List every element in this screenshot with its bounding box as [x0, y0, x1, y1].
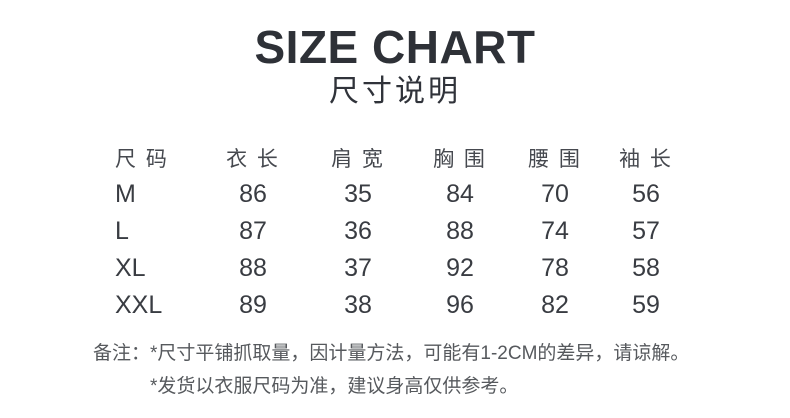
page-subtitle: 尺寸说明 — [329, 75, 461, 108]
column-header-waist: 腰 围 — [528, 147, 582, 171]
note-line-2: *发货以衣服尺码为准，建议身高仅供参考。 — [150, 376, 519, 397]
page-title: SIZE CHART — [254, 21, 536, 73]
value-sleeve-length: 56 — [632, 180, 660, 208]
table-row: L 87 36 88 74 57 — [115, 213, 692, 250]
column-header-shoulder-width: 肩 宽 — [331, 147, 385, 171]
note-line-1: 备注：*尺寸平铺抓取量，因计量方法，可能有1-2CM的差异，请谅解。 — [93, 342, 689, 365]
value-shoulder-width: 38 — [344, 291, 372, 319]
size-label: L — [115, 217, 129, 245]
table-header-row: 尺 码 衣 长 肩 宽 胸 围 腰 围 袖 长 — [115, 139, 692, 176]
table-row: XXL 89 38 96 82 59 — [115, 287, 692, 324]
column-header-sleeve-length: 袖 长 — [619, 147, 673, 171]
value-sleeve-length: 57 — [632, 217, 660, 245]
table-row: M 86 35 84 70 56 — [115, 176, 692, 213]
column-header-bust: 胸 围 — [433, 147, 487, 171]
value-garment-length: 88 — [239, 254, 267, 282]
value-garment-length: 86 — [239, 180, 267, 208]
value-garment-length: 89 — [239, 291, 267, 319]
value-bust: 92 — [446, 254, 474, 282]
value-bust: 88 — [446, 217, 474, 245]
value-shoulder-width: 35 — [344, 180, 372, 208]
size-label: XL — [115, 254, 146, 282]
column-header-garment-length: 衣 长 — [226, 147, 280, 171]
note-label: 备注： — [93, 343, 151, 364]
size-label: XXL — [115, 291, 163, 319]
notes: 备注：*尺寸平铺抓取量，因计量方法，可能有1-2CM的差异，请谅解。 *发货以衣… — [93, 342, 689, 398]
value-bust: 96 — [446, 291, 474, 319]
value-waist: 70 — [541, 180, 569, 208]
column-header-size: 尺 码 — [115, 147, 169, 171]
value-waist: 74 — [541, 217, 569, 245]
size-label: M — [115, 180, 136, 208]
value-sleeve-length: 58 — [632, 254, 660, 282]
value-shoulder-width: 37 — [344, 254, 372, 282]
value-bust: 84 — [446, 180, 474, 208]
size-table: 尺 码 衣 长 肩 宽 胸 围 腰 围 袖 长 M 86 35 84 70 56… — [115, 139, 692, 324]
value-waist: 78 — [541, 254, 569, 282]
value-garment-length: 87 — [239, 217, 267, 245]
value-waist: 82 — [541, 291, 569, 319]
value-sleeve-length: 59 — [632, 291, 660, 319]
value-shoulder-width: 36 — [344, 217, 372, 245]
table-row: XL 88 37 92 78 58 — [115, 250, 692, 287]
note-text-1: *尺寸平铺抓取量，因计量方法，可能有1-2CM的差异，请谅解。 — [150, 343, 690, 364]
